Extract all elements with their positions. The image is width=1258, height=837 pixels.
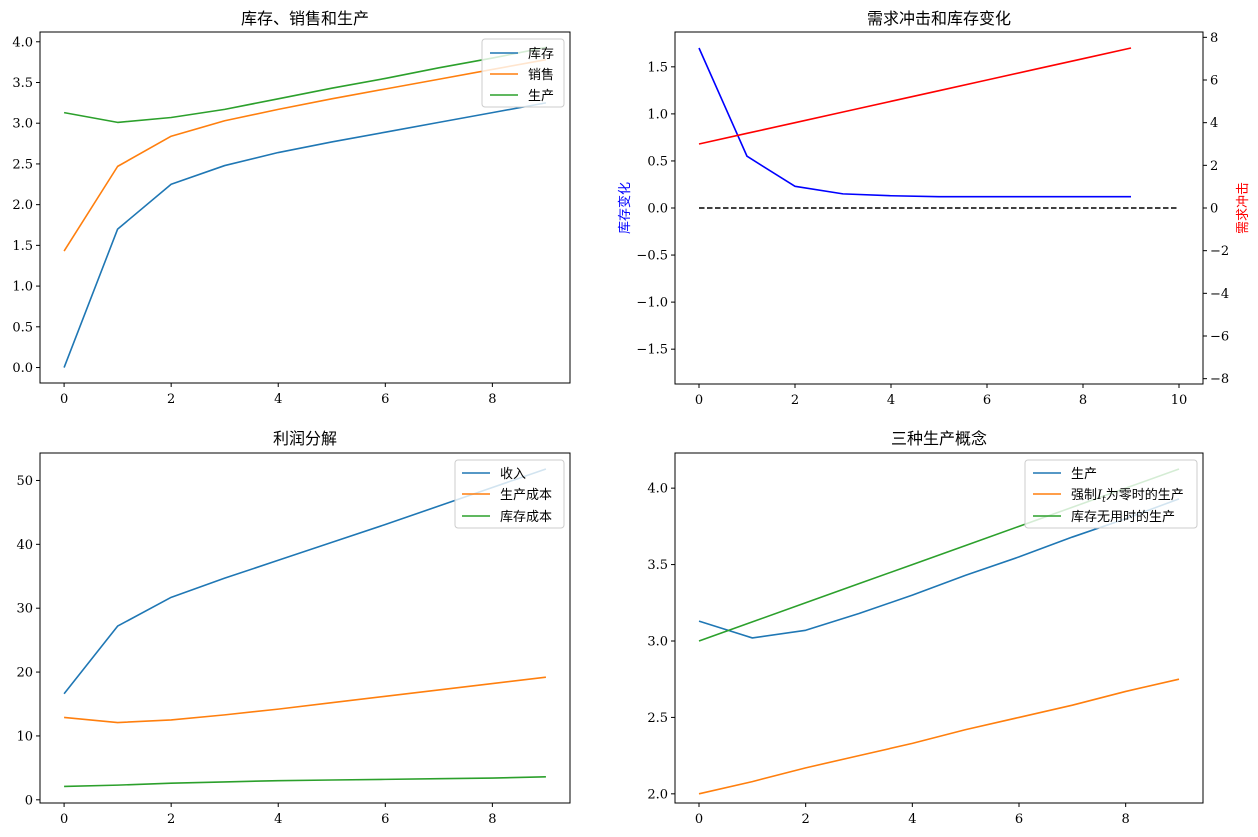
legend-box xyxy=(1024,459,1198,529)
y-axis-label-right: 需求冲击 xyxy=(1236,182,1251,234)
legend-label-production: 生产 xyxy=(528,89,554,104)
series-line-2 xyxy=(64,776,546,788)
profit-decomposition-chart: 利润分解 0 2 4 6 8 0 10 20 30 40 50 收入 生产成本 库存成本 xyxy=(16,429,571,827)
x-tick-label: 6 xyxy=(1015,812,1023,827)
series-line-1 xyxy=(698,47,1132,145)
y-tick-label: 1.5 xyxy=(12,239,33,254)
y-tick-label: 0.0 xyxy=(647,202,668,217)
x-tick-label: 2 xyxy=(167,812,175,827)
y-tick-label: 3.5 xyxy=(647,558,668,573)
x-tick-label: 0 xyxy=(60,392,68,407)
inventory-sales-production-chart: 库存、销售和生产 0 2 4 6 8 0.0 0.5 1.0 1.5 2.0 2.5 3.0 3.5 4… xyxy=(12,9,571,407)
series-line-0 xyxy=(63,102,547,368)
y-right-tick-label: −8 xyxy=(1210,372,1229,387)
y-right-tick-label: −6 xyxy=(1210,330,1229,345)
y-right-tick-label: −2 xyxy=(1210,244,1229,259)
x-tick-label: 0 xyxy=(695,812,703,827)
x-tick-label: 2 xyxy=(802,812,810,827)
chart-title: 库存、销售和生产 xyxy=(241,9,369,28)
legend: 收入 生产成本 库存成本 xyxy=(454,459,565,529)
plot-frame xyxy=(39,452,571,804)
y-tick-label: 3.0 xyxy=(12,117,33,132)
x-tick-label: 8 xyxy=(1122,812,1130,827)
series-line-2 xyxy=(63,46,547,124)
y-tick-label: 1.5 xyxy=(647,60,668,75)
plot-frame xyxy=(39,31,571,384)
x-tick-label: 8 xyxy=(488,392,496,407)
y-tick-label: 2.5 xyxy=(647,711,668,726)
legend-label-forced-zero-inventory: 强制It为零时的生产 xyxy=(1071,487,1184,505)
y-tick-label: 40 xyxy=(16,538,33,553)
y-tick-label: −1.5 xyxy=(636,343,668,358)
y-right-tick-label: 4 xyxy=(1210,116,1218,131)
x-tick-label: 0 xyxy=(695,393,703,408)
y-right-tick-label: 6 xyxy=(1210,74,1218,89)
y-tick-label: 10 xyxy=(16,729,33,744)
legend-label-useless-inventory: 库存无用时的生产 xyxy=(1071,509,1175,525)
x-tick-label: 4 xyxy=(274,812,282,827)
series-line-0 xyxy=(698,47,1131,198)
chart-title: 利润分解 xyxy=(273,429,337,448)
chart-title: 需求冲击和库存变化 xyxy=(867,9,1011,28)
three-production-concepts-chart: 三种生产概念 0 2 4 6 8 2.0 2.5 3.0 3.5 4.0 生产 强制It为零时的… xyxy=(647,429,1204,827)
y-tick-label: 3.0 xyxy=(647,634,668,649)
y-tick-label: 4.0 xyxy=(12,35,33,50)
legend-label-production: 生产 xyxy=(1071,467,1097,482)
y-tick-label: 2.0 xyxy=(647,787,668,802)
x-tick-label: 6 xyxy=(381,812,389,827)
demand-shock-inventory-change-chart: 需求冲击和库存变化 0 2 4 6 8 10 −1.5 −1.0 −0.5 0.0 0.5 1.0 1… xyxy=(617,9,1251,408)
y-tick-label: −0.5 xyxy=(636,249,668,264)
y-tick-label: 3.5 xyxy=(12,76,33,91)
legend-label-inventory-cost: 库存成本 xyxy=(500,509,552,525)
legend-label-suffix: 为零时的生产 xyxy=(1106,487,1184,503)
x-tick-label: 4 xyxy=(274,392,282,407)
chart-title: 三种生产概念 xyxy=(891,429,987,448)
y-right-tick-label: 0 xyxy=(1210,202,1218,217)
x-tick-label: 2 xyxy=(791,393,799,408)
legend-label-subscript: t xyxy=(1102,495,1106,505)
x-tick-label: 4 xyxy=(908,812,916,827)
y-axis-label-left: 库存变化 xyxy=(617,182,633,234)
y-tick-label: 30 xyxy=(16,602,33,617)
y-tick-label: 50 xyxy=(16,474,33,489)
x-tick-label: 6 xyxy=(983,393,991,408)
legend-label-variable: I xyxy=(1096,488,1103,503)
series-line-1 xyxy=(63,58,547,252)
y-tick-label: 20 xyxy=(16,666,33,681)
legend-label-prefix: 强制 xyxy=(1071,488,1097,503)
x-tick-label: 8 xyxy=(488,812,496,827)
y-tick-label: 1.0 xyxy=(647,107,668,122)
legend-label-production-cost: 生产成本 xyxy=(500,488,552,503)
y-tick-label: 0.0 xyxy=(12,361,33,376)
x-tick-label: 2 xyxy=(167,392,175,407)
x-tick-label: 8 xyxy=(1079,393,1087,408)
y-tick-label: 0.5 xyxy=(647,154,668,169)
plot-frame xyxy=(674,452,1204,804)
y-tick-label: 2.5 xyxy=(12,157,33,172)
legend: 生产 强制It为零时的生产 库存无用时的生产 xyxy=(1024,459,1198,529)
y-tick-label: 0 xyxy=(25,793,33,808)
x-tick-label: 4 xyxy=(887,393,895,408)
legend-box xyxy=(481,38,565,108)
y-right-tick-label: 8 xyxy=(1210,31,1218,46)
y-right-tick-label: −4 xyxy=(1210,287,1229,302)
x-tick-label: 6 xyxy=(381,392,389,407)
legend-label-sales: 销售 xyxy=(528,67,554,83)
x-tick-label: 0 xyxy=(60,812,68,827)
legend-label-revenue: 收入 xyxy=(500,467,526,482)
legend-label-inventory: 库存 xyxy=(528,46,554,62)
series-line-1 xyxy=(64,676,547,724)
y-tick-label: 1.0 xyxy=(12,280,33,295)
legend: 库存 销售 生产 xyxy=(481,38,565,108)
legend-box xyxy=(454,459,565,529)
x-tick-label: 10 xyxy=(1171,393,1188,408)
y-tick-label: 2.0 xyxy=(12,198,33,213)
y-tick-label: 0.5 xyxy=(12,320,33,335)
series-line-1 xyxy=(698,678,1180,795)
y-tick-label: 4.0 xyxy=(647,482,668,497)
y-tick-label: −1.0 xyxy=(636,296,668,311)
y-right-tick-label: 2 xyxy=(1210,159,1218,174)
